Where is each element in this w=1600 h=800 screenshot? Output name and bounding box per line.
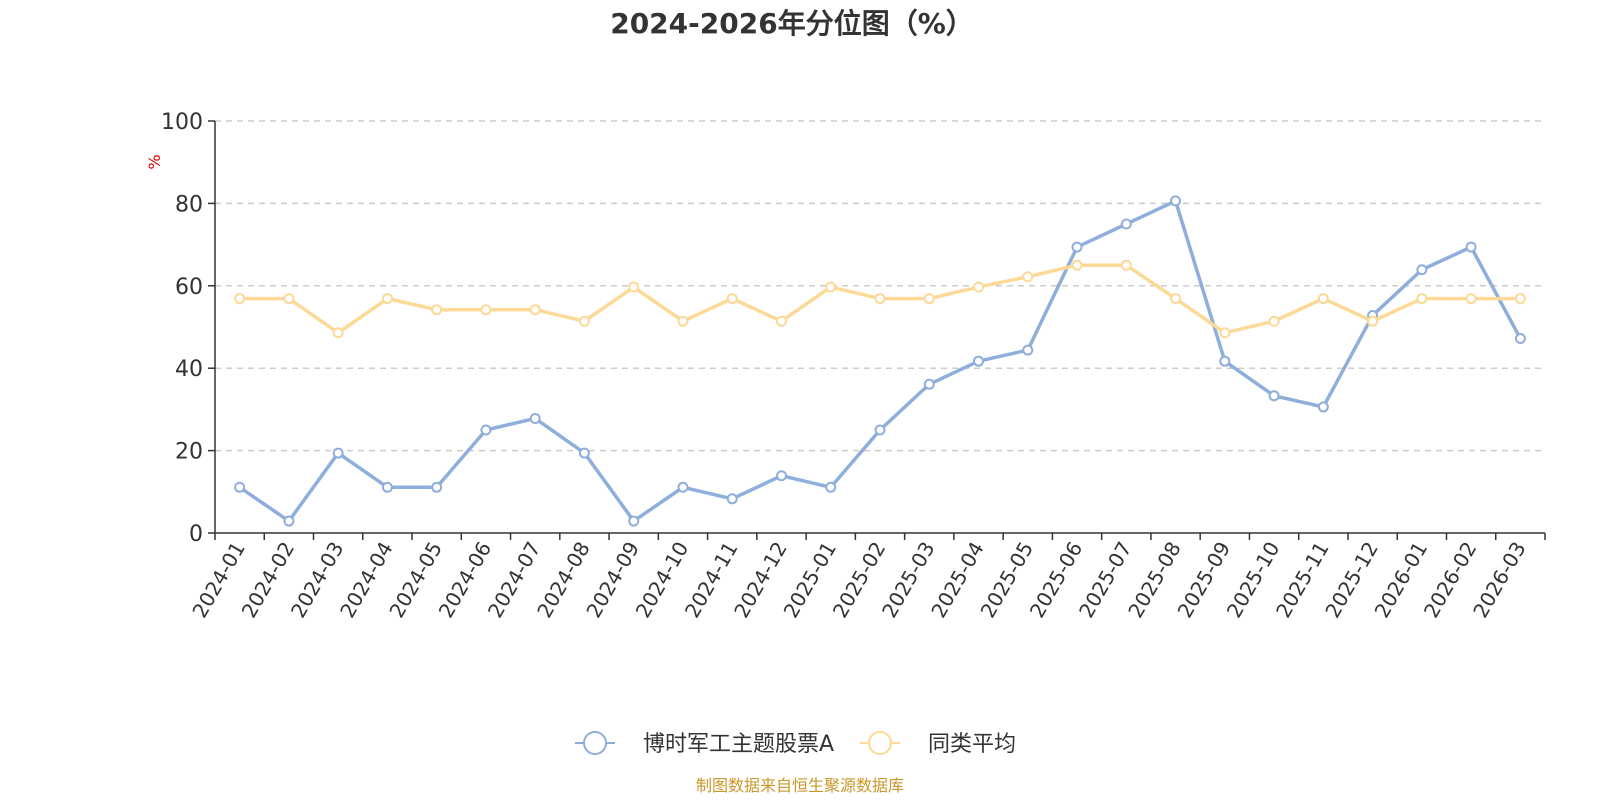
y-axis-unit: %: [145, 154, 164, 169]
y-tick-label: 100: [161, 110, 203, 135]
data-point[interactable]: [677, 481, 689, 493]
data-point[interactable]: [1219, 327, 1231, 339]
data-point[interactable]: [381, 293, 393, 305]
data-point[interactable]: [775, 315, 787, 327]
data-point[interactable]: [973, 281, 985, 293]
data-point[interactable]: [283, 515, 295, 527]
data-point[interactable]: [923, 378, 935, 390]
data-point[interactable]: [480, 304, 492, 316]
data-point[interactable]: [628, 281, 640, 293]
data-point[interactable]: [1416, 293, 1428, 305]
legend[interactable]: 博时军工主题股票A 同类平均: [575, 731, 1016, 757]
data-point[interactable]: [1170, 293, 1182, 305]
axes: 0204060801002024-012024-022024-032024-04…: [161, 110, 1546, 622]
data-point[interactable]: [825, 281, 837, 293]
data-point[interactable]: [1514, 293, 1526, 305]
legend-label: 博时军工主题股票A: [643, 732, 834, 757]
data-point[interactable]: [1071, 241, 1083, 253]
data-source-note: 制图数据来自恒生聚源数据库: [696, 776, 904, 795]
data-point[interactable]: [1120, 218, 1132, 230]
data-point[interactable]: [234, 293, 246, 305]
data-point[interactable]: [1120, 259, 1132, 271]
data-point[interactable]: [1071, 259, 1083, 271]
y-tick-label: 20: [175, 440, 203, 465]
data-point[interactable]: [1219, 355, 1231, 367]
data-point[interactable]: [628, 515, 640, 527]
data-point[interactable]: [1317, 293, 1329, 305]
data-point[interactable]: [1367, 315, 1379, 327]
data-point[interactable]: [1022, 344, 1034, 356]
data-point[interactable]: [283, 293, 295, 305]
y-tick-label: 40: [175, 357, 203, 382]
data-point[interactable]: [1465, 293, 1477, 305]
chart-title: 2024-2026年分位图（%）: [610, 7, 974, 40]
data-point[interactable]: [1268, 315, 1280, 327]
data-point[interactable]: [480, 424, 492, 436]
series-lines: [234, 195, 1526, 527]
data-point[interactable]: [923, 293, 935, 305]
data-point[interactable]: [431, 481, 443, 493]
data-point[interactable]: [726, 293, 738, 305]
data-point[interactable]: [677, 315, 689, 327]
legend-marker-icon: [868, 731, 892, 755]
legend-label: 同类平均: [928, 732, 1016, 757]
legend-item-1[interactable]: 博时军工主题股票A: [575, 731, 834, 757]
data-point[interactable]: [578, 315, 590, 327]
data-point[interactable]: [529, 304, 541, 316]
legend-item-2[interactable]: 同类平均: [860, 731, 1016, 757]
data-point[interactable]: [1514, 333, 1526, 345]
data-point[interactable]: [529, 412, 541, 424]
data-point[interactable]: [1465, 241, 1477, 253]
series-line: [238, 199, 1522, 523]
data-point[interactable]: [874, 424, 886, 436]
y-tick-label: 0: [189, 522, 203, 547]
data-point[interactable]: [1022, 271, 1034, 283]
data-point[interactable]: [973, 355, 985, 367]
y-tick-label: 60: [175, 275, 203, 300]
data-point[interactable]: [825, 481, 837, 493]
data-point[interactable]: [1268, 390, 1280, 402]
data-point[interactable]: [1317, 401, 1329, 413]
data-point[interactable]: [381, 481, 393, 493]
grid-lines: [215, 120, 1545, 452]
data-point[interactable]: [775, 470, 787, 482]
data-point[interactable]: [332, 447, 344, 459]
data-point[interactable]: [1416, 264, 1428, 276]
series-2: [234, 259, 1526, 339]
series-1: [234, 195, 1526, 527]
data-point[interactable]: [332, 327, 344, 339]
data-point[interactable]: [234, 481, 246, 493]
legend-marker-icon: [583, 731, 607, 755]
data-point[interactable]: [874, 293, 886, 305]
data-point[interactable]: [431, 304, 443, 316]
data-point[interactable]: [578, 447, 590, 459]
data-point[interactable]: [1170, 195, 1182, 207]
y-tick-label: 80: [175, 192, 203, 217]
data-point[interactable]: [726, 493, 738, 505]
